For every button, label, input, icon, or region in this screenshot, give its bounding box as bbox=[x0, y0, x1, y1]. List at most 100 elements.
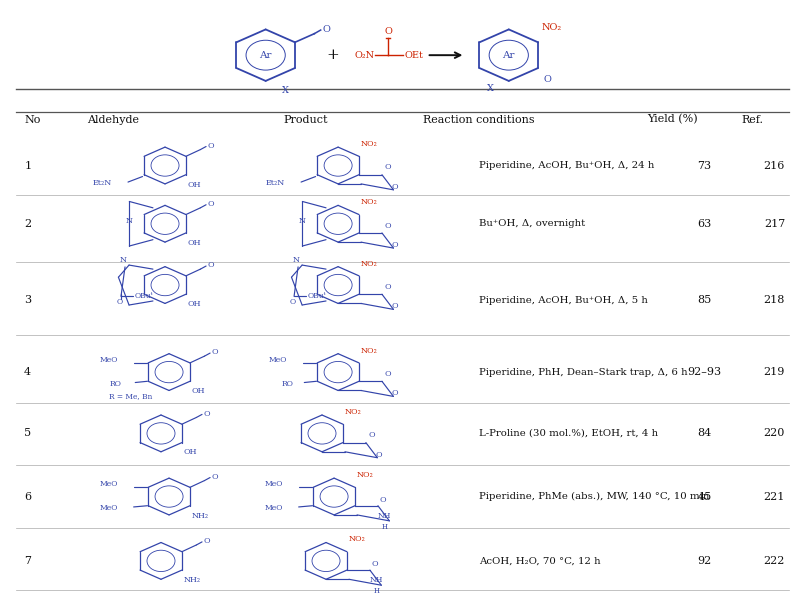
Text: Ar: Ar bbox=[502, 51, 515, 59]
Text: 85: 85 bbox=[697, 295, 712, 305]
Text: OBuᵗ: OBuᵗ bbox=[308, 292, 326, 300]
Text: NO₂: NO₂ bbox=[345, 408, 361, 416]
Text: NO₂: NO₂ bbox=[361, 259, 378, 268]
Text: O: O bbox=[368, 431, 375, 440]
Text: AcOH, H₂O, 70 °C, 12 h: AcOH, H₂O, 70 °C, 12 h bbox=[479, 557, 601, 565]
Text: 221: 221 bbox=[764, 492, 785, 501]
Text: O: O bbox=[392, 241, 398, 249]
Text: O: O bbox=[212, 348, 218, 357]
Text: 45: 45 bbox=[697, 492, 712, 501]
Text: +: + bbox=[326, 48, 339, 62]
Text: 217: 217 bbox=[764, 219, 785, 229]
Text: O: O bbox=[392, 183, 398, 191]
Text: O: O bbox=[543, 75, 551, 83]
Text: O: O bbox=[384, 221, 391, 230]
Text: Et₂N: Et₂N bbox=[266, 178, 285, 187]
Text: N: N bbox=[299, 216, 305, 225]
Text: OH: OH bbox=[188, 238, 201, 247]
Text: O: O bbox=[117, 299, 123, 306]
Text: H: H bbox=[374, 587, 379, 595]
Text: 63: 63 bbox=[697, 219, 712, 229]
Text: O: O bbox=[212, 473, 218, 481]
Text: 92: 92 bbox=[697, 556, 712, 566]
Text: 1: 1 bbox=[24, 161, 31, 170]
Text: Ar: Ar bbox=[259, 51, 272, 59]
Text: 2: 2 bbox=[24, 219, 31, 229]
Text: NO₂: NO₂ bbox=[361, 198, 378, 207]
Text: 7: 7 bbox=[24, 556, 31, 566]
Text: No: No bbox=[24, 115, 40, 124]
Text: O: O bbox=[384, 370, 391, 378]
Text: O: O bbox=[392, 389, 398, 397]
Text: 84: 84 bbox=[697, 428, 712, 438]
Text: O: O bbox=[322, 25, 330, 34]
Text: MeO: MeO bbox=[100, 504, 118, 512]
Text: Product: Product bbox=[283, 115, 328, 124]
Text: MeO: MeO bbox=[100, 356, 118, 364]
Text: 220: 220 bbox=[764, 428, 785, 438]
Text: N: N bbox=[126, 216, 132, 225]
Text: H: H bbox=[382, 523, 387, 531]
Text: O: O bbox=[290, 299, 296, 306]
Text: O: O bbox=[376, 451, 382, 459]
Text: MeO: MeO bbox=[100, 480, 118, 489]
Text: 92–93: 92–93 bbox=[687, 367, 721, 377]
Text: OH: OH bbox=[184, 448, 197, 457]
Text: OH: OH bbox=[188, 300, 201, 308]
Text: NO₂: NO₂ bbox=[349, 535, 365, 544]
Text: O: O bbox=[204, 537, 210, 546]
Text: Ref.: Ref. bbox=[741, 115, 764, 124]
Text: Reaction conditions: Reaction conditions bbox=[423, 115, 535, 124]
Text: RO: RO bbox=[109, 379, 122, 388]
Text: O: O bbox=[379, 495, 386, 504]
Text: OH: OH bbox=[192, 387, 205, 395]
Text: O: O bbox=[384, 163, 391, 172]
Text: O: O bbox=[384, 283, 391, 291]
Text: NO₂: NO₂ bbox=[541, 23, 561, 32]
Text: N: N bbox=[292, 256, 299, 264]
Text: Piperidine, PhMe (abs.), MW, 140 °C, 10 min: Piperidine, PhMe (abs.), MW, 140 °C, 10 … bbox=[479, 492, 709, 501]
Text: O: O bbox=[208, 261, 214, 270]
Text: MeO: MeO bbox=[265, 480, 283, 489]
Text: NO₂: NO₂ bbox=[357, 471, 374, 479]
Text: NH₂: NH₂ bbox=[192, 511, 208, 520]
Text: OBuᵗ: OBuᵗ bbox=[134, 292, 153, 300]
Text: NH₂: NH₂ bbox=[184, 576, 200, 584]
Text: 3: 3 bbox=[24, 295, 31, 305]
Text: Yield (%): Yield (%) bbox=[647, 115, 697, 124]
Text: Aldehyde: Aldehyde bbox=[87, 115, 138, 124]
Text: 216: 216 bbox=[764, 161, 785, 170]
Text: Piperidine, PhH, Dean–Stark trap, Δ, 6 h: Piperidine, PhH, Dean–Stark trap, Δ, 6 h bbox=[479, 368, 687, 376]
Text: 73: 73 bbox=[697, 161, 712, 170]
Text: 219: 219 bbox=[764, 367, 785, 377]
Text: 5: 5 bbox=[24, 428, 31, 438]
Text: N: N bbox=[119, 256, 126, 264]
Text: 6: 6 bbox=[24, 492, 31, 501]
Text: NH: NH bbox=[378, 512, 390, 520]
Text: O: O bbox=[208, 200, 214, 208]
Text: NH: NH bbox=[369, 576, 382, 584]
Text: 218: 218 bbox=[764, 295, 785, 305]
Text: O: O bbox=[392, 302, 398, 310]
Text: O: O bbox=[208, 142, 214, 150]
Text: MeO: MeO bbox=[265, 504, 283, 512]
Text: X: X bbox=[283, 86, 289, 96]
Text: OH: OH bbox=[188, 180, 201, 189]
Text: O: O bbox=[204, 409, 210, 418]
Text: NO₂: NO₂ bbox=[361, 346, 378, 355]
Text: R = Me, Bn: R = Me, Bn bbox=[109, 392, 152, 401]
Text: RO: RO bbox=[282, 379, 294, 388]
Text: OEt: OEt bbox=[404, 51, 423, 59]
Text: O₂N: O₂N bbox=[354, 51, 374, 59]
Text: MeO: MeO bbox=[269, 356, 287, 364]
Text: Piperidine, AcOH, Bu⁺OH, Δ, 5 h: Piperidine, AcOH, Bu⁺OH, Δ, 5 h bbox=[479, 296, 648, 305]
Text: NO₂: NO₂ bbox=[361, 140, 378, 148]
Text: 222: 222 bbox=[764, 556, 785, 566]
Text: Piperidine, AcOH, Bu⁺OH, Δ, 24 h: Piperidine, AcOH, Bu⁺OH, Δ, 24 h bbox=[479, 161, 654, 170]
Text: 4: 4 bbox=[24, 367, 31, 377]
Text: Bu⁺OH, Δ, overnight: Bu⁺OH, Δ, overnight bbox=[479, 219, 585, 228]
Text: X: X bbox=[487, 84, 493, 93]
Text: O: O bbox=[371, 560, 378, 568]
Text: Et₂N: Et₂N bbox=[93, 178, 112, 187]
Text: L-Proline (30 mol.%), EtOH, rt, 4 h: L-Proline (30 mol.%), EtOH, rt, 4 h bbox=[479, 429, 658, 438]
